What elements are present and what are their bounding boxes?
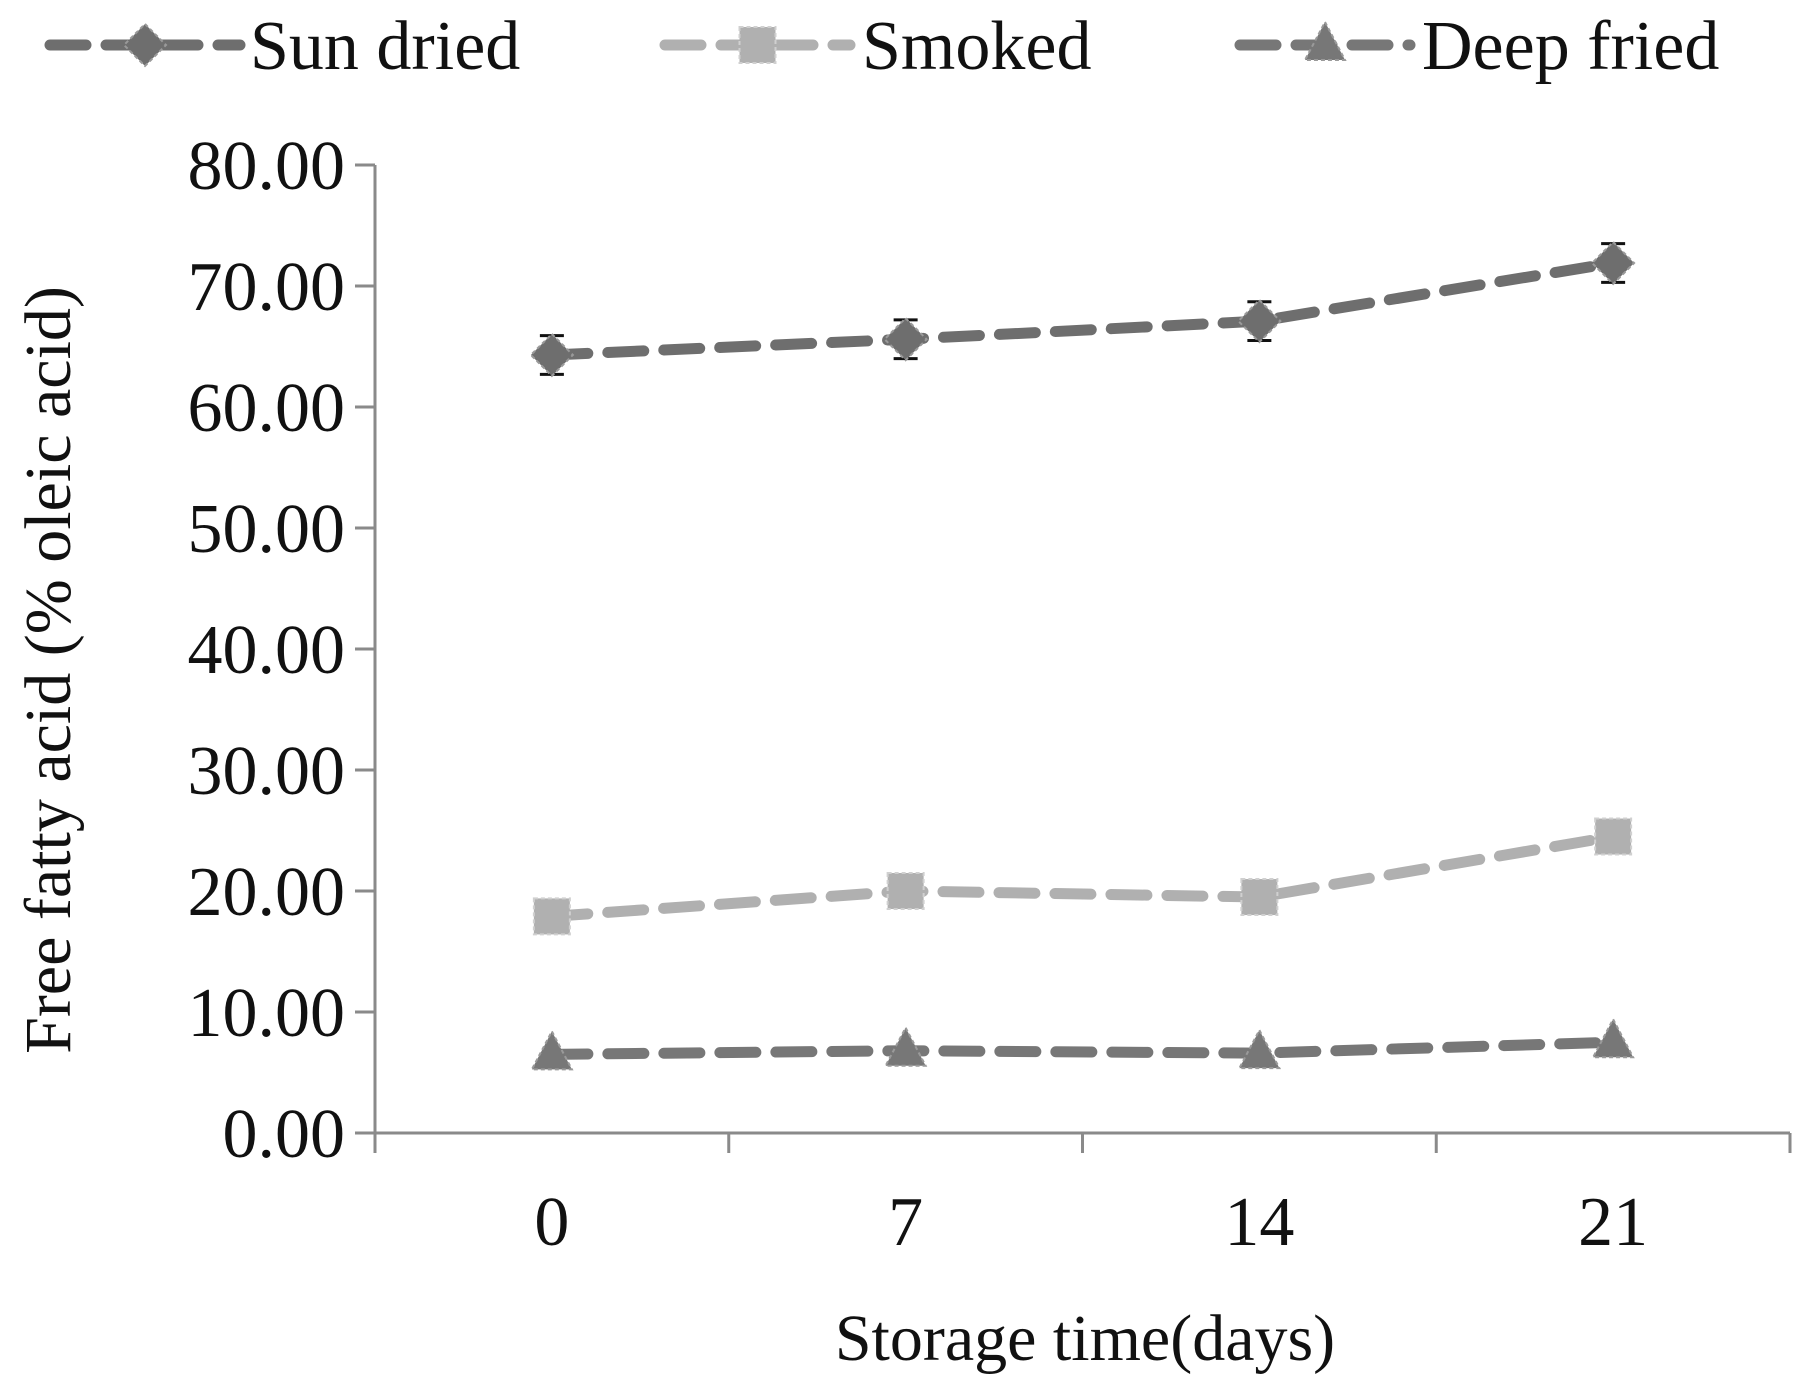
series-line: [546, 257, 1619, 361]
data-point: [1240, 878, 1279, 917]
legend-label: Deep fried: [1422, 8, 1719, 85]
data-point: [1236, 298, 1282, 344]
data-point: [532, 897, 571, 936]
y-axis-title: Free fatty acid (% oleic acid): [12, 286, 85, 1054]
legend-marker: [122, 22, 168, 68]
y-tick-label: 0.00: [223, 1096, 346, 1173]
y-tick-label: 10.00: [188, 975, 346, 1052]
legend-label: Sun dried: [250, 8, 520, 85]
data-point: [1591, 1017, 1635, 1059]
legend-item-sun-dried: Sun dried: [44, 8, 520, 85]
data-point: [883, 316, 929, 362]
legend-item-smoked: Smoked: [659, 8, 1091, 85]
y-tick-label: 30.00: [188, 733, 346, 810]
axes: 0.00 10.00 20.00 30.00 40.00 50.00 60.00 70.00 8…: [188, 128, 1792, 1261]
data-point: [886, 872, 925, 910]
series-sun-dried: [529, 240, 1636, 378]
data-point: [1594, 817, 1633, 856]
x-axis-title: Storage time(days): [835, 1302, 1335, 1375]
x-tick-label: 21: [1578, 1184, 1648, 1261]
data-point: [530, 1029, 574, 1071]
legend: Sun dried Smoked Deep fried: [44, 8, 1719, 85]
data-point: [1237, 1027, 1282, 1070]
data-point: [1590, 240, 1636, 286]
series-smoked: [532, 817, 1633, 936]
series-layer: [529, 240, 1636, 1071]
y-tick-label: 70.00: [188, 249, 346, 326]
x-tick-label: 0: [534, 1184, 569, 1261]
y-tick-label: 80.00: [188, 128, 346, 205]
y-tick-label: 40.00: [188, 612, 346, 689]
x-tick-label: 7: [888, 1184, 923, 1261]
legend-item-deep-fried: Deep fried: [1234, 8, 1719, 85]
legend-marker: [1303, 19, 1347, 61]
y-tick-label: 20.00: [188, 854, 346, 931]
data-point: [529, 332, 575, 378]
series-line: [546, 1036, 1619, 1060]
y-tick-label: 50.00: [188, 491, 346, 568]
y-tick-label: 60.00: [188, 370, 346, 447]
data-point: [883, 1025, 928, 1067]
legend-label: Smoked: [862, 8, 1091, 85]
x-tick-label: 14: [1224, 1184, 1294, 1261]
legend-marker: [738, 26, 777, 64]
series-deep-fried: [530, 1017, 1635, 1071]
series-line: [546, 831, 1619, 922]
